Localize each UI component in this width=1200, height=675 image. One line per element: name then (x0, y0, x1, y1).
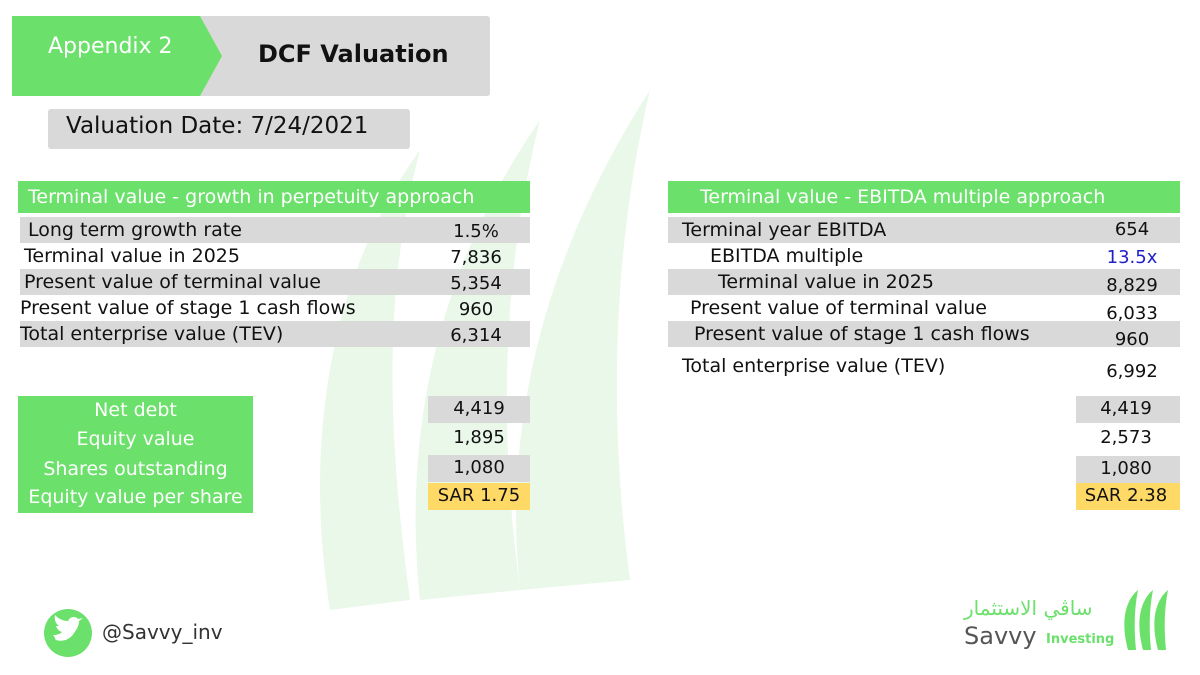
row-label: Present value of stage 1 cash flows (20, 297, 356, 319)
brand: Savvy (964, 622, 1037, 650)
row-value: 7,836 (450, 247, 502, 268)
section-header (668, 181, 1180, 213)
equity-value: 4,419 (1100, 398, 1152, 419)
appendix-tag: Appendix 2 (48, 34, 173, 59)
value-band (428, 396, 530, 423)
section-header (18, 181, 530, 213)
row-label: Terminal year EBITDA (682, 219, 887, 241)
row-band (668, 269, 1180, 295)
row-label: Total enterprise value (TEV) (20, 323, 284, 345)
row-value: 654 (1114, 219, 1150, 240)
row-value: 8,829 (1106, 275, 1158, 296)
section-title: Terminal value - EBITDA multiple approac… (700, 186, 1106, 208)
equity-value: 1,895 (453, 427, 505, 448)
value-band (428, 455, 530, 482)
slide-title: DCF Valuation (258, 40, 449, 68)
row-value: 5,354 (450, 273, 502, 294)
row-value: 6,033 (1106, 303, 1158, 324)
row-value: 13.5x (1106, 247, 1158, 268)
equity-label: Equity value (76, 428, 195, 450)
valuation-date: Valuation Date: 7/24/2021 (66, 113, 369, 139)
section-title: Terminal value - growth in perpetuity ap… (28, 186, 475, 208)
row-band (20, 269, 530, 295)
equity-value: 2,573 (1100, 427, 1152, 448)
row-value: 960 (458, 299, 494, 320)
row-value: 1.5% (453, 221, 499, 242)
row-band (668, 217, 1180, 243)
value-band (1076, 483, 1180, 510)
row-label: Present value of terminal value (690, 297, 987, 319)
equity-label: Equity value per share (28, 486, 243, 508)
equity-value: 1,080 (453, 457, 505, 478)
row-band (20, 217, 530, 243)
row-label: EBITDA multiple (710, 245, 864, 267)
row-label: Total enterprise value (TEV) (682, 355, 946, 377)
row-value: 960 (1114, 329, 1150, 350)
value-band (1076, 456, 1180, 483)
twitter-handle: @Savvy_inv (102, 620, 223, 644)
row-label: Present value of stage 1 cash flows (694, 323, 1030, 345)
equity-value: 1,080 (1100, 458, 1152, 479)
row-label: Long term growth rate (28, 219, 242, 241)
brand-arabic: ساڤي الاستثمار (964, 596, 1093, 620)
row-value: 6,314 (450, 325, 502, 346)
row-label: Terminal value in 2025 (718, 271, 934, 293)
equity-labels (18, 396, 253, 513)
row-value: 6,992 (1106, 361, 1158, 382)
equity-value: SAR 2.38 (1084, 485, 1168, 506)
row-label: Present value of terminal value (24, 271, 321, 293)
equity-label: Net debt (94, 399, 177, 421)
equity-value: SAR 1.75 (437, 485, 521, 506)
brand-sub: Investing (1046, 632, 1115, 647)
value-band (428, 483, 530, 510)
row-label: Terminal value in 2025 (24, 245, 240, 267)
row-band (20, 321, 530, 347)
row-band (668, 321, 1180, 347)
equity-value: 4,419 (453, 398, 505, 419)
equity-label: Shares outstanding (43, 458, 228, 480)
value-band (1076, 396, 1180, 423)
